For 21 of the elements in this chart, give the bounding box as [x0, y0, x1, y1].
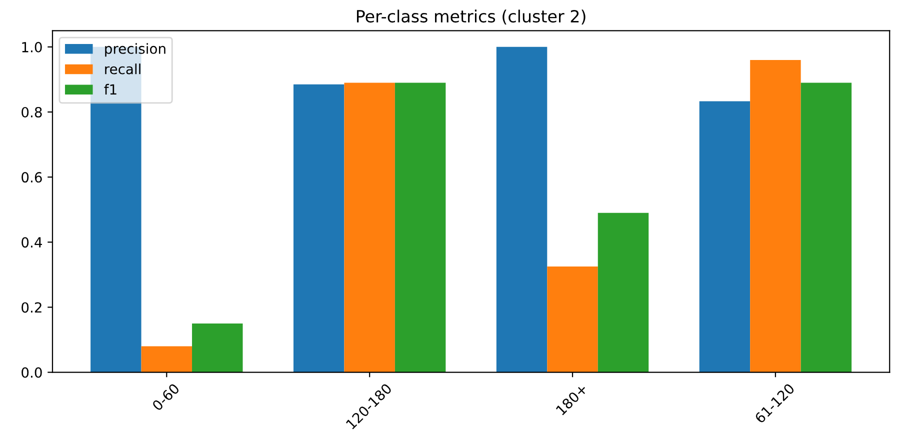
bar — [344, 82, 395, 372]
bar — [750, 60, 801, 372]
bar — [293, 84, 344, 372]
bar — [547, 266, 598, 372]
bar — [699, 101, 750, 372]
bar — [141, 346, 192, 372]
bar — [496, 46, 548, 372]
y-tick-label: 0.0 — [22, 367, 42, 378]
legend-label: recall — [105, 64, 140, 74]
y-tick-label: 0.8 — [22, 106, 42, 118]
y-tick-label: 1.0 — [22, 42, 42, 52]
chart-title: Per-class metrics (cluster 2) — [356, 10, 586, 25]
legend-label: precision — [105, 43, 166, 57]
y-tick-label: 0.2 — [22, 302, 42, 313]
legend-label: f1 — [104, 84, 116, 94]
y-tick-label: 0.4 — [22, 237, 42, 248]
bar — [598, 212, 649, 372]
y-tick-label: 0.6 — [22, 172, 42, 183]
bar — [800, 82, 852, 372]
bar — [394, 82, 446, 372]
bar — [192, 323, 243, 372]
